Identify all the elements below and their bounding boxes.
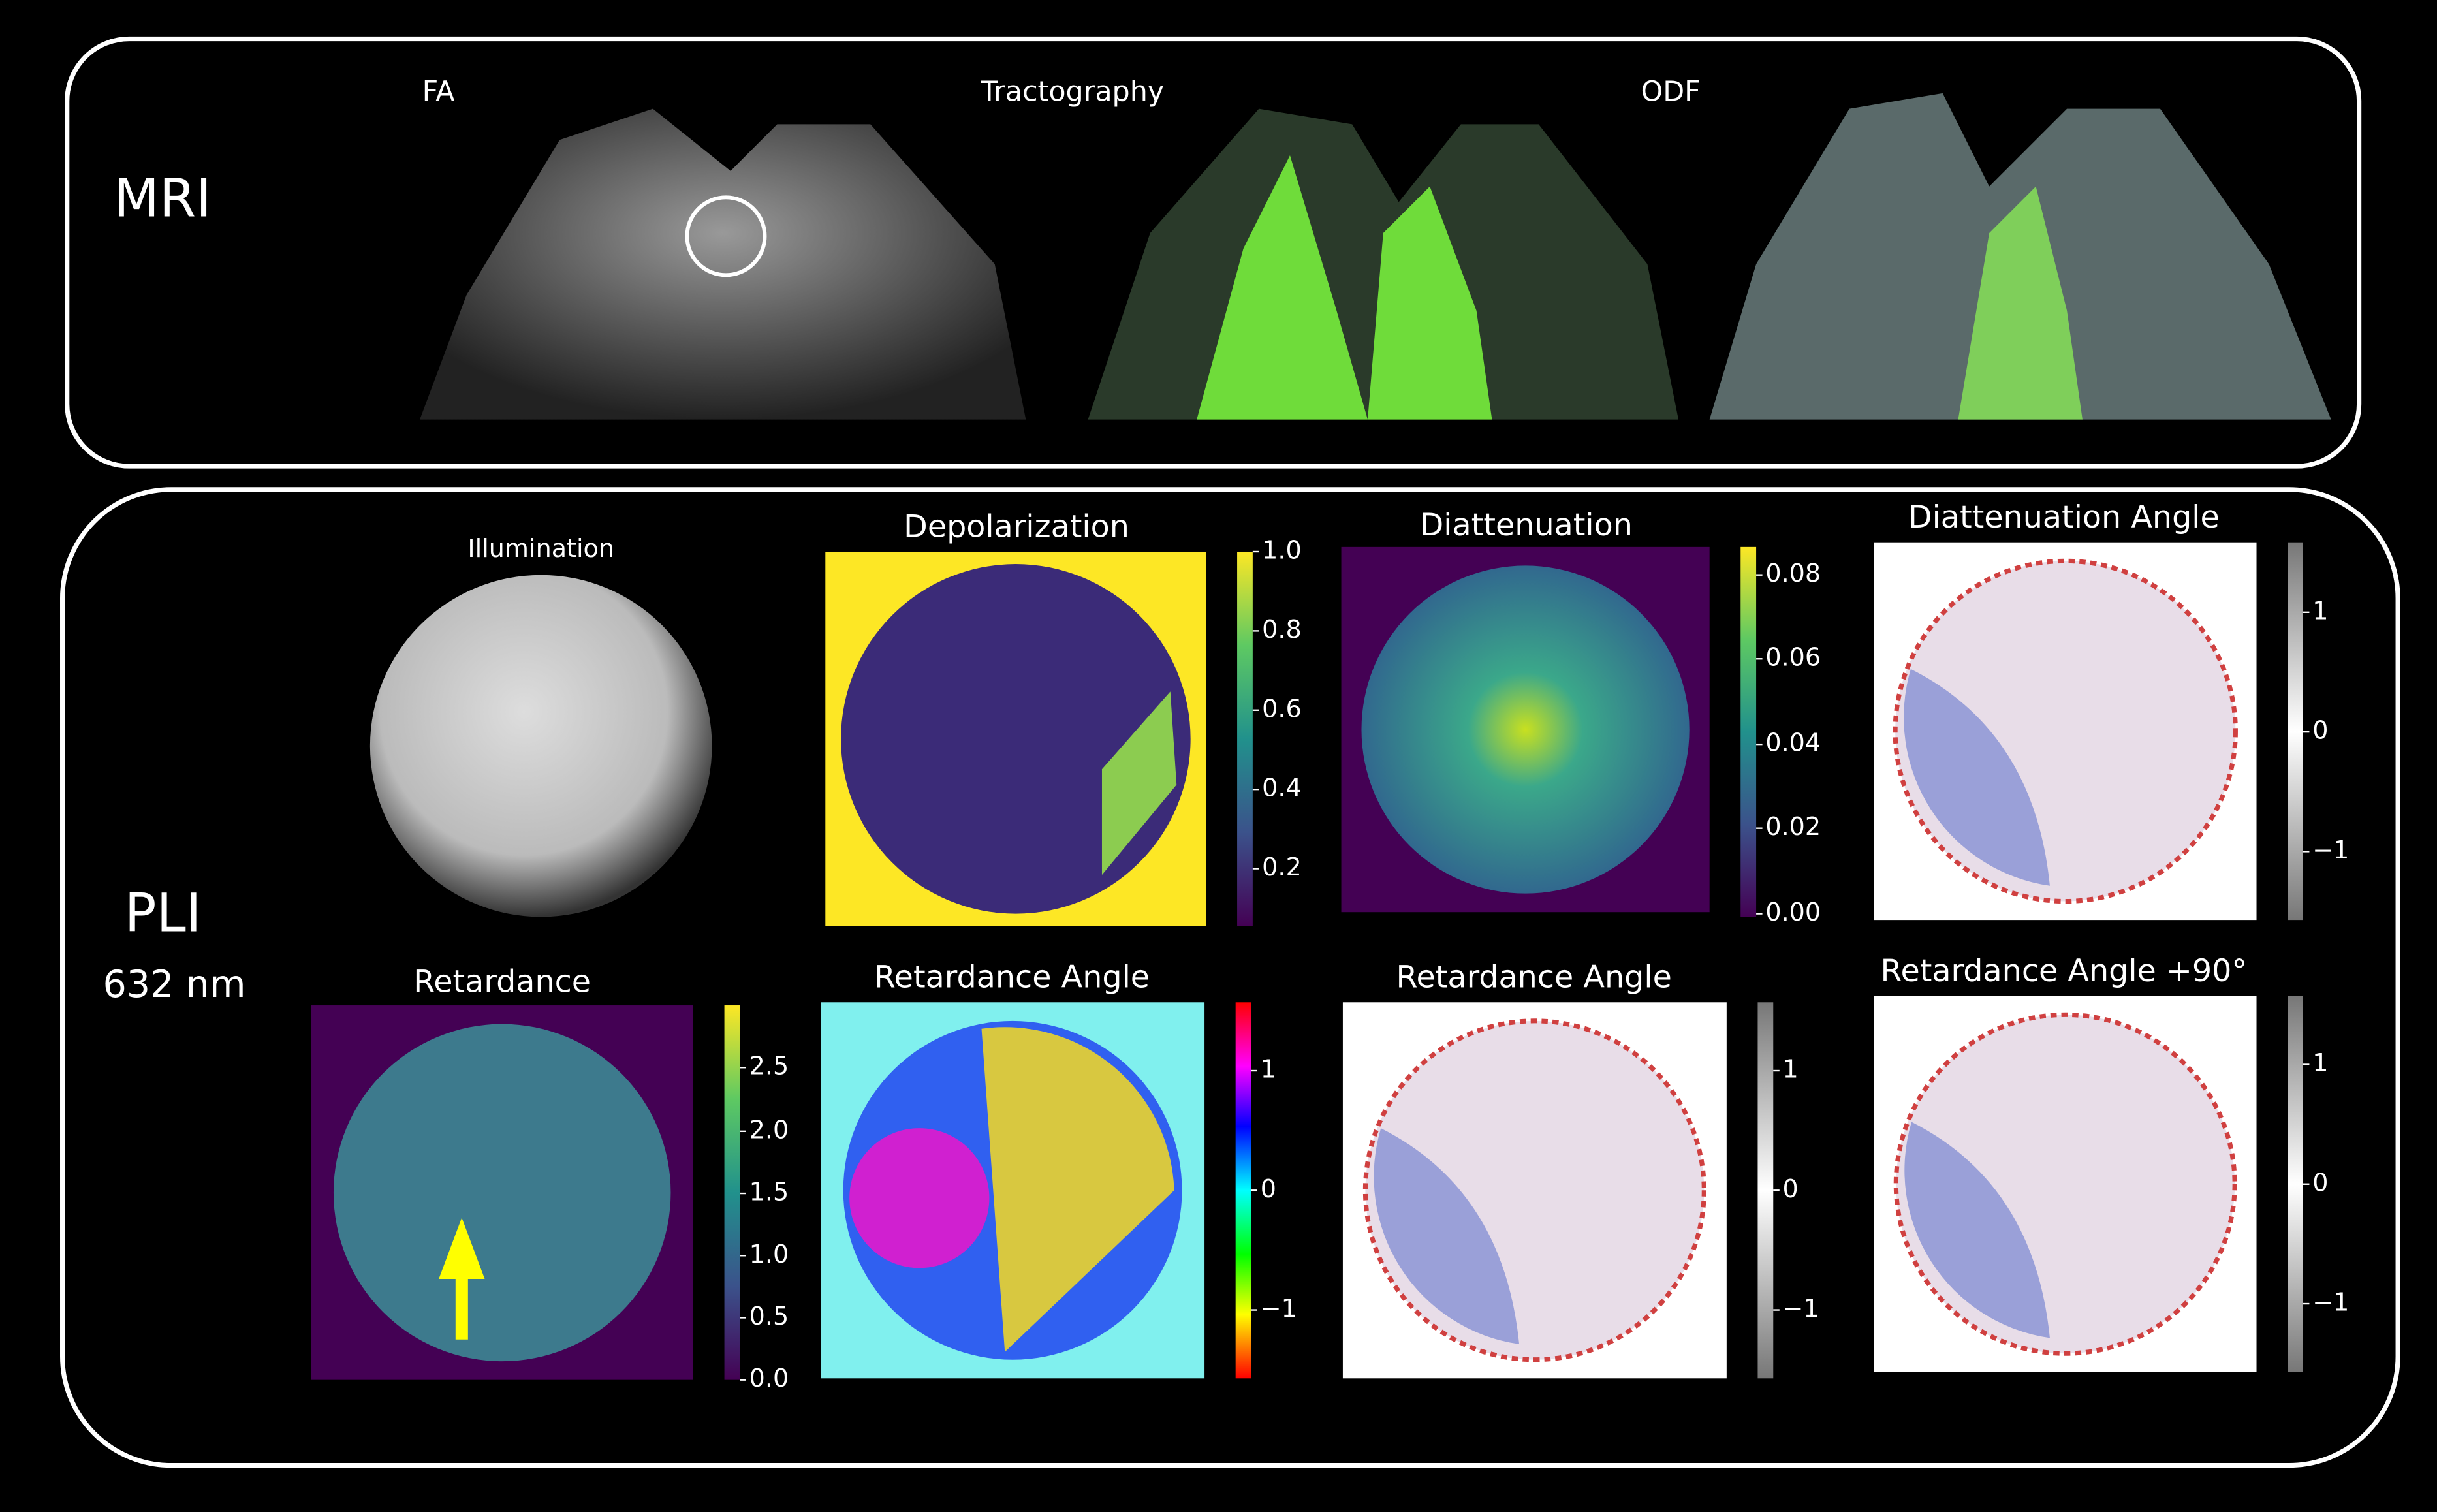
colorbar-tick-label: 2.0: [749, 1115, 789, 1144]
colorbar-tick-label: 0.08: [1765, 559, 1821, 588]
odf-fibers: [1958, 186, 2083, 420]
colorbar: [2288, 996, 2303, 1372]
colorbar-tick-label: 0.00: [1765, 898, 1821, 926]
colorbar-tick-label: 1.5: [749, 1178, 789, 1206]
mri-frame: [65, 36, 2362, 469]
colorbar-tick-label: 1: [2312, 596, 2328, 625]
colorbar-tick-label: 0.2: [1262, 853, 1302, 881]
pli-panels: Illumination Depolarization 1.0 0.8 0.6 0.4 0.…: [311, 499, 2349, 1393]
panel-title: Retardance Angle: [874, 960, 1150, 996]
image-region: [1904, 1122, 2050, 1338]
colorbar: [1237, 551, 1253, 926]
colorbar-tick-label: 0.02: [1765, 812, 1821, 841]
colorbar-tick-label: 1: [2312, 1048, 2328, 1077]
colorbar-tick-label: 0: [2312, 716, 2328, 745]
colorbar-tick-label: 1.0: [749, 1240, 789, 1268]
mri-label: MRI: [114, 168, 212, 229]
tractography-fibers: [1197, 155, 1492, 420]
colorbar: [1757, 1002, 1774, 1379]
wavelength-label: 632 nm: [102, 963, 245, 1006]
colorbar: [1235, 1002, 1251, 1379]
mri-images: [420, 93, 2331, 420]
image-region: [1904, 669, 2050, 886]
colorbar-tick-label: −1: [1783, 1294, 1819, 1323]
pli-label: PLI: [125, 883, 202, 944]
panel-title: Retardance Angle: [1396, 960, 1672, 996]
colorbar-tick-label: 1.0: [1262, 535, 1302, 564]
colorbar-tick-label: 0.04: [1765, 729, 1821, 757]
colorbar-tick-label: 0.4: [1262, 774, 1302, 802]
fa-image: [420, 108, 1026, 420]
colorbar-tick-label: −1: [2312, 836, 2349, 864]
image-region: [1374, 1128, 1520, 1344]
mri-titles: FA Tractography ODF: [422, 75, 1701, 108]
fa-circle: [685, 195, 767, 277]
panel-title: Diattenuation: [1420, 507, 1633, 543]
colorbar-tick-label: 0.8: [1262, 615, 1302, 644]
colorbar-tick-label: 2.5: [749, 1052, 789, 1080]
colorbar-tick-label: 0.5: [749, 1302, 789, 1331]
colorbar: [1740, 546, 1757, 917]
panel-title: Tractography: [980, 75, 1164, 108]
colorbar-tick-label: 1: [1261, 1055, 1276, 1084]
panel-title: Retardance: [413, 964, 591, 1000]
colorbar: [2288, 542, 2303, 921]
image-region: [981, 1027, 1174, 1352]
image-disk: [1361, 565, 1690, 894]
colorbar-tick-label: 0.06: [1765, 643, 1821, 672]
panel-title: Depolarization: [904, 509, 1129, 544]
colorbar-tick-label: 0: [1261, 1174, 1276, 1203]
arrow: [439, 1218, 485, 1340]
colorbar: [724, 1005, 740, 1380]
image-region: [1101, 691, 1177, 875]
colorbar-tick-label: −1: [2312, 1288, 2349, 1317]
image-region: [849, 1128, 990, 1268]
pli-frame: [60, 487, 2400, 1468]
colorbar-tick-label: 0.0: [749, 1364, 789, 1393]
colorbar-tick-label: 0: [2312, 1168, 2328, 1197]
colorbar-tick-label: 1: [1783, 1055, 1799, 1084]
panel-title: Diattenuation Angle: [1908, 499, 2220, 535]
panel-title: ODF: [1641, 75, 1700, 108]
panel-title: Retardance Angle +90°: [1881, 953, 2248, 989]
panel-title: Illumination: [467, 534, 614, 563]
image-disk: [333, 1024, 671, 1362]
colorbar-tick-label: 0: [1783, 1174, 1799, 1203]
colorbar-tick-label: 0.6: [1262, 694, 1302, 723]
colorbar-tick-label: −1: [1261, 1294, 1297, 1323]
panel-title: FA: [422, 75, 455, 108]
image-disk: [369, 575, 712, 917]
